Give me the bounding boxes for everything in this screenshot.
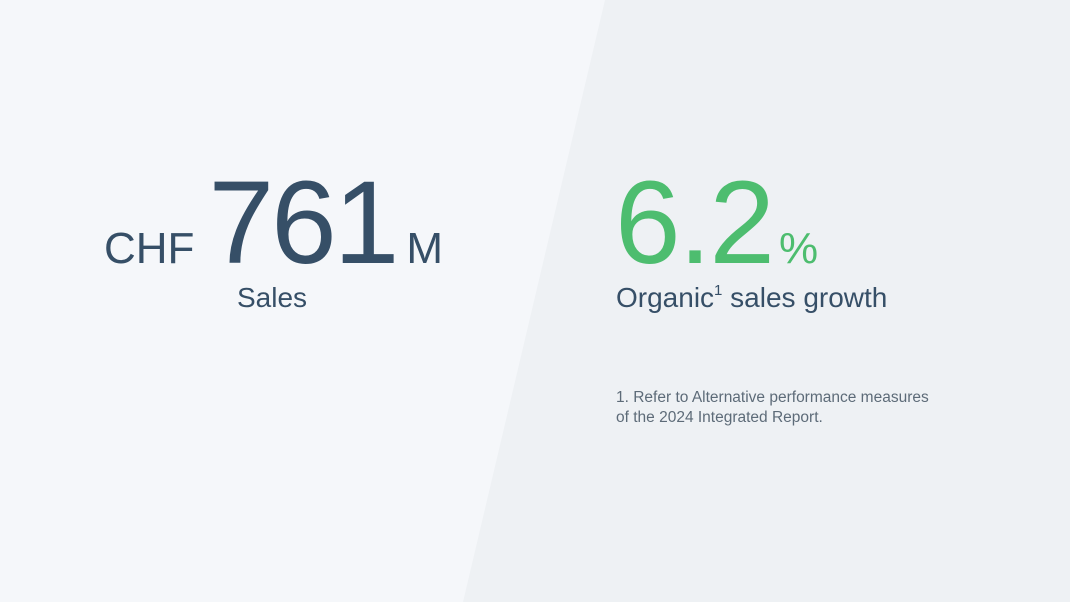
footnote-line-2: of the 2024 Integrated Report. <box>616 409 823 426</box>
sales-label: Sales <box>237 282 308 313</box>
sales-kpi: CHF 761 M <box>104 157 443 289</box>
growth-kpi: 6.2 % <box>615 157 819 289</box>
percent-suffix: % <box>779 224 819 273</box>
footnote: 1. Refer to Alternative performance meas… <box>616 388 976 428</box>
footnote-line-1: 1. Refer to Alternative performance meas… <box>616 389 929 406</box>
growth-value: 6.2 <box>615 157 775 289</box>
growth-label: Organic1 sales growth <box>616 282 887 314</box>
currency-prefix: CHF <box>104 224 195 273</box>
footnote-marker: 1 <box>714 282 723 299</box>
growth-label-rest: sales growth <box>722 282 888 313</box>
sales-value: 761 <box>208 157 399 289</box>
growth-label-main: Organic <box>616 282 715 313</box>
unit-suffix: M <box>406 224 443 273</box>
